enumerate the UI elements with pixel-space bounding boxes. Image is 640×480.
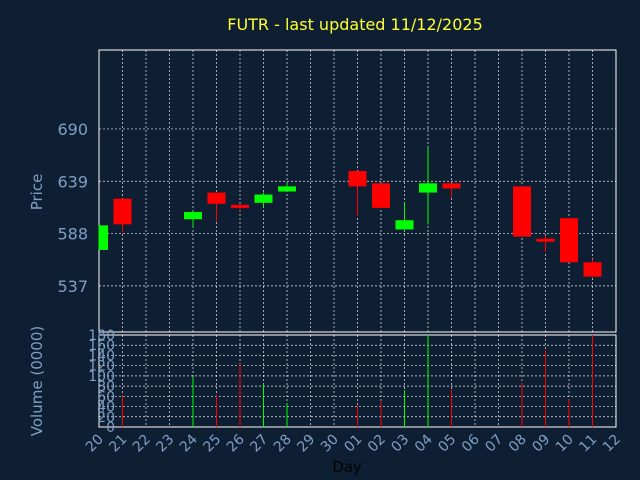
x-tick-label: 22	[130, 432, 154, 456]
x-tick-label: 06	[459, 431, 483, 455]
x-tick-label: 23	[153, 432, 177, 456]
candle-body	[372, 183, 390, 208]
candles-layer	[98, 147, 602, 278]
candle-body	[583, 262, 602, 277]
x-tick-label: 29	[294, 432, 318, 456]
volume-axis-label: Volume (0000)	[28, 326, 46, 436]
x-tick-label: 30	[318, 432, 342, 456]
x-tick-label: 28	[271, 432, 295, 456]
x-tick-label: 27	[247, 432, 271, 456]
x-tick-label: 07	[482, 432, 506, 456]
x-tick-label: 24	[177, 431, 201, 455]
x-tick-label: 02	[365, 432, 389, 456]
volume-tick-label: 160	[88, 338, 115, 354]
candle-body	[536, 238, 555, 242]
x-tick-label: 05	[435, 432, 459, 456]
x-tick-label: 08	[506, 432, 530, 456]
volume-tick-label: 80	[97, 379, 115, 395]
volume-tick-label: 60	[97, 389, 115, 405]
x-tick-label: 26	[224, 431, 248, 455]
candle-body	[278, 186, 296, 192]
volume-tick-label: 40	[97, 400, 115, 416]
volume-bars-layer	[122, 335, 593, 427]
x-tick-label: 11	[576, 432, 600, 456]
x-tick-label: 09	[529, 432, 553, 456]
candle-body	[113, 198, 132, 225]
volume-tick-label: 140	[88, 348, 115, 364]
candle-body	[395, 220, 414, 230]
candle-body	[207, 192, 226, 204]
x-tick-label: 12	[600, 432, 624, 456]
candle-body	[348, 171, 367, 187]
candle-body	[231, 204, 249, 208]
candle-body	[419, 183, 437, 193]
price-tick-labels: 537 588 639 690	[57, 120, 88, 296]
x-tick-label: 20	[83, 432, 107, 456]
price-tick-label: 639	[57, 172, 88, 191]
x-tick-label: 01	[341, 432, 365, 456]
candle-body	[254, 194, 273, 203]
candle-body	[513, 186, 531, 237]
x-tick-label: 25	[200, 432, 224, 456]
x-tick-label: 04	[412, 431, 436, 455]
candle-body	[184, 212, 202, 220]
candle-body	[560, 218, 578, 263]
chart-title: FUTR - last updated 11/12/2025	[227, 15, 483, 34]
volume-tick-label: 120	[88, 359, 115, 375]
x-tick-label: 10	[553, 432, 577, 456]
volume-tick-label: 0	[106, 420, 115, 436]
price-tick-label: 690	[57, 120, 88, 139]
volume-tick-label: 180	[88, 328, 115, 344]
price-axis-label: Price	[28, 174, 46, 211]
price-tick-label: 537	[57, 277, 88, 296]
x-tick-labels: 20 21 22 23 24 25 26 27 28 29 30 01 02 03 04 05 06 07 08 09…	[83, 431, 624, 455]
volume-tick-label: 100	[88, 369, 115, 385]
x-tick-label: 03	[388, 432, 412, 456]
candle-body	[442, 183, 461, 189]
volume-tick-label: 20	[97, 410, 115, 426]
price-tick-label: 588	[57, 225, 88, 244]
candle-body	[99, 225, 108, 250]
x-axis-label: Day	[332, 458, 362, 476]
